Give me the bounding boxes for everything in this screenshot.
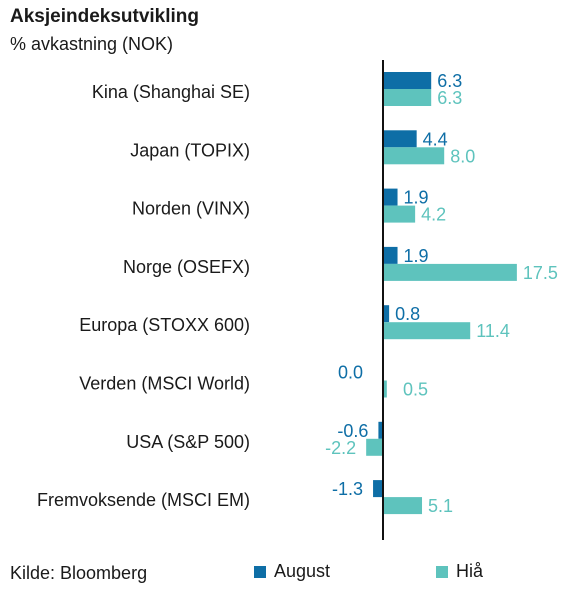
category-label: Norge (OSEFX) [123, 257, 250, 277]
data-label-august: 4.4 [423, 129, 448, 149]
chart-subtitle: % avkastning (NOK) [10, 34, 174, 54]
data-label-hia: 8.0 [450, 146, 475, 166]
legend-item-august: August [254, 561, 330, 582]
category-label: Kina (Shanghai SE) [92, 82, 250, 102]
bar-hia [383, 205, 416, 223]
bar-august [378, 421, 383, 439]
bar-august [383, 130, 417, 148]
bar-august [383, 72, 432, 89]
data-label-hia: 4.2 [421, 205, 446, 225]
bar-august [383, 188, 398, 206]
bar-hia [383, 380, 387, 398]
bar-hia [366, 438, 383, 456]
bar-august [383, 246, 398, 264]
legend-item-hia: Hiå [436, 561, 483, 582]
data-label-hia: 11.4 [476, 321, 510, 341]
data-label-hia: 5.1 [428, 496, 453, 516]
bar-hia [383, 497, 423, 515]
data-label-august: -1.3 [332, 479, 363, 499]
data-label-august: 0.0 [338, 363, 363, 383]
bar-hia [383, 147, 445, 165]
bar-hia [383, 263, 517, 281]
category-label: USA (S&P 500) [126, 432, 250, 452]
legend-swatch-august [254, 565, 266, 578]
chart-source: Kilde: Bloomberg [10, 563, 148, 583]
bar-hia [383, 322, 471, 340]
bar-august [373, 480, 383, 498]
data-label-hia: 0.5 [403, 380, 428, 400]
legend-label-august: August [274, 561, 331, 581]
category-label: Norden (VINX) [132, 199, 250, 219]
legend-label-hia: Hiå [456, 561, 484, 581]
data-label-august: 6.3 [437, 71, 462, 91]
data-label-august: 0.8 [395, 304, 420, 324]
data-label-hia: -2.2 [325, 438, 356, 458]
category-label: Fremvoksende (MSCI EM) [37, 490, 250, 510]
chart-title: Aksjeindeksutvikling [10, 6, 200, 27]
category-label: Verden (MSCI World) [79, 374, 250, 394]
data-label-august: -0.6 [337, 421, 368, 441]
data-label-hia: 17.5 [523, 263, 558, 283]
category-label: Japan (TOPIX) [130, 140, 250, 160]
data-label-august: 1.9 [404, 188, 429, 208]
bar-hia [383, 89, 432, 106]
data-label-august: 1.9 [404, 246, 429, 266]
legend-swatch-hia [436, 565, 448, 578]
data-label-hia: 6.3 [437, 88, 462, 108]
category-label: Europa (STOXX 600) [79, 315, 250, 335]
bar-august [383, 305, 390, 323]
